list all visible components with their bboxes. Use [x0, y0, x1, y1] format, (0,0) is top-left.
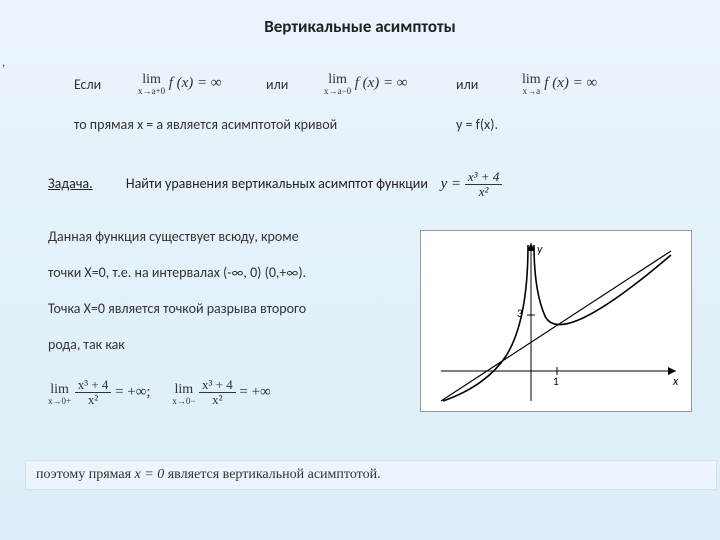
conclusion-math: x = 0 [135, 467, 165, 482]
x-axis-label: x [672, 375, 679, 389]
limit-1: limx→a+0 f (x) = ∞ [138, 70, 222, 96]
if-label: Если [74, 76, 101, 93]
para-4: рода, так как [48, 336, 125, 353]
limit-2: limx→a−0 f (x) = ∞ [324, 70, 408, 96]
limit-3: limx→a f (x) = ∞ [522, 70, 597, 96]
para-3: Точка X=0 является точкой разрыва второг… [48, 300, 306, 317]
function-graph: y x 3 1 [420, 230, 692, 412]
then-text: то прямая x = a является асимптотой крив… [74, 116, 337, 133]
page-title: Вертикальные асимптоты [0, 0, 720, 37]
conclusion-box: поэтому прямая x = 0 является вертикальн… [25, 460, 717, 490]
or-2: или [456, 76, 478, 93]
conclusion-prefix: поэтому прямая [36, 467, 135, 482]
tick-1: 1 [553, 375, 559, 388]
stray-comma: , [2, 56, 5, 70]
y-axis-label: y [537, 243, 543, 257]
limit-expr-2: limx→0− x³ + 4 x² = +∞ [172, 382, 270, 401]
y-eq-fx: y = f(x). [456, 116, 498, 133]
task-label: Задача. [48, 175, 93, 192]
limit-expr-1: limx→0+ x³ + 4 x² = +∞; [48, 382, 154, 401]
limit-expressions: limx→0+ x³ + 4 x² = +∞; limx→0− x³ + 4 x… [48, 378, 271, 407]
or-1: или [266, 76, 288, 93]
task-block: Задача. Найти уравнения вертикальных аси… [48, 170, 502, 199]
conclusion-suffix: является вертикальной асимптотой. [168, 467, 381, 482]
para-2: точки X=0, т.е. на интервалах (-∞, 0) (0… [48, 264, 306, 281]
task-body: Найти уравнения вертикальных асимптот фу… [126, 170, 503, 199]
para-1: Данная функция существует всюду, кроме [48, 228, 299, 245]
